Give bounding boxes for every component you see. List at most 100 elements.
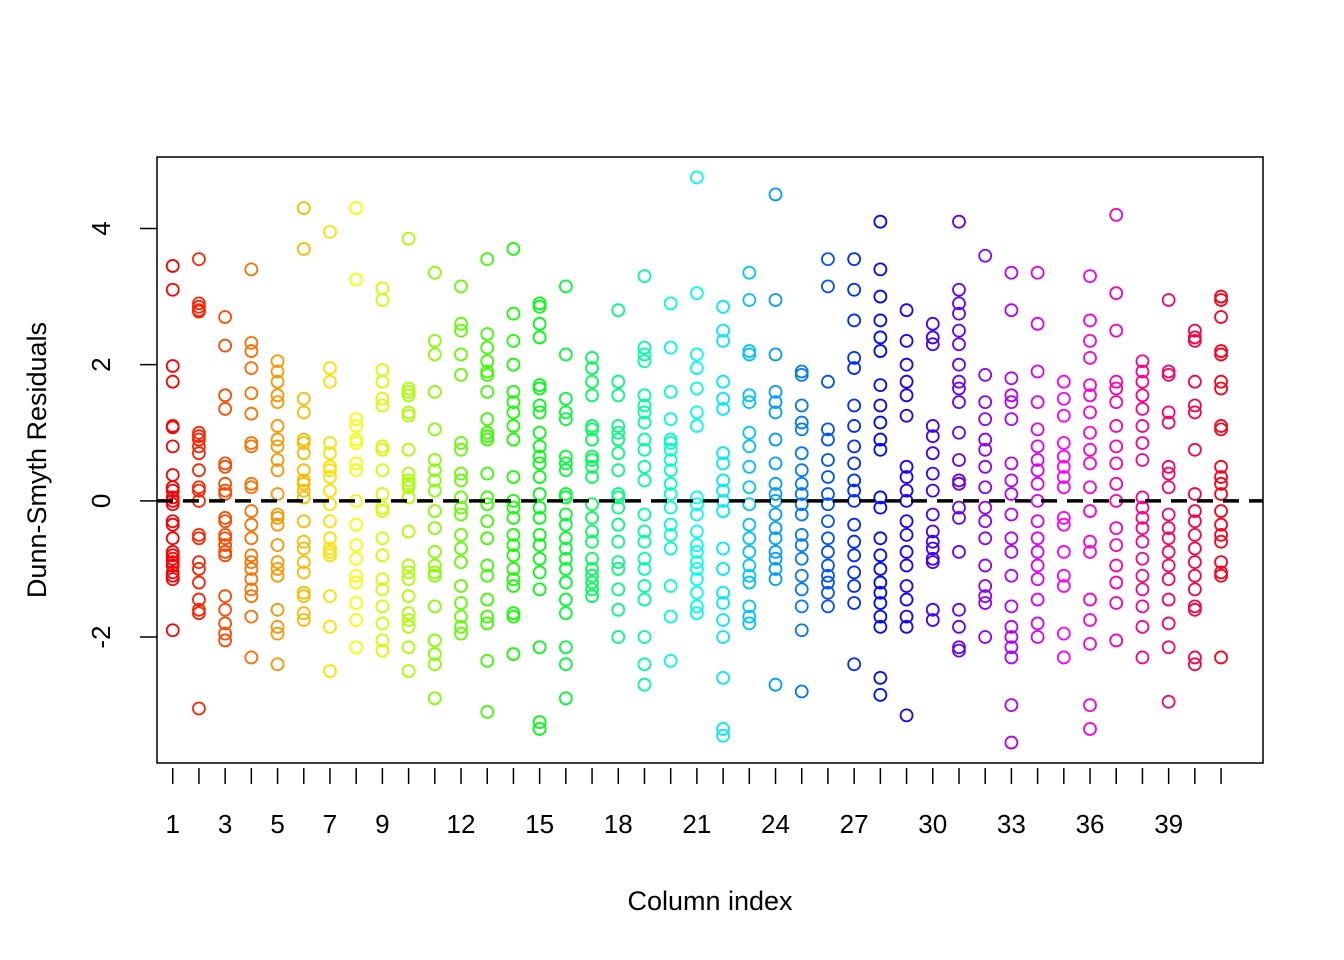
data-point <box>585 432 599 447</box>
data-point <box>218 310 233 324</box>
data-point <box>506 500 521 515</box>
data-point <box>270 439 285 454</box>
data-point <box>192 531 206 546</box>
data-point <box>454 442 468 457</box>
data-point <box>794 582 809 597</box>
data-point <box>244 548 259 563</box>
data-point <box>165 420 180 435</box>
data-point <box>716 504 730 518</box>
data-point <box>427 504 442 518</box>
data-point <box>401 480 416 495</box>
data-point <box>1187 405 1202 420</box>
data-point <box>742 347 757 362</box>
data-point <box>847 282 862 297</box>
x-tick-label: 30 <box>918 809 947 839</box>
data-point <box>925 316 940 331</box>
data-point <box>952 425 966 440</box>
data-point <box>663 541 678 556</box>
data-point <box>821 374 835 389</box>
data-point <box>873 596 888 610</box>
data-point <box>192 555 206 570</box>
data-point <box>558 562 573 576</box>
data-point <box>1004 545 1019 559</box>
data-point <box>663 517 678 532</box>
data-point <box>821 531 835 546</box>
data-point <box>375 500 390 515</box>
y-tick-label: 4 <box>86 221 116 235</box>
data-point <box>1214 289 1228 304</box>
data-point <box>1109 286 1124 301</box>
data-point <box>742 558 757 573</box>
data-point <box>375 616 390 631</box>
data-point <box>480 466 495 481</box>
data-point <box>611 562 626 576</box>
data-point <box>925 429 940 444</box>
data-point <box>532 439 547 454</box>
data-point <box>873 562 888 576</box>
data-point <box>323 514 337 529</box>
data-point <box>768 456 783 471</box>
data-point <box>1187 599 1202 614</box>
data-point <box>768 507 783 522</box>
data-point <box>742 517 757 532</box>
data-point <box>1083 350 1097 365</box>
data-point <box>794 367 809 382</box>
data-point <box>1161 466 1176 481</box>
data-point <box>1214 470 1228 484</box>
data-point <box>454 316 468 331</box>
data-point <box>952 214 966 229</box>
data-point <box>480 558 495 573</box>
data-point <box>611 487 626 501</box>
data-point <box>716 446 730 461</box>
data-point <box>270 538 285 553</box>
data-point <box>794 463 809 478</box>
x-tick-label: 1 <box>165 809 179 839</box>
data-point <box>506 242 521 256</box>
data-point <box>690 490 704 505</box>
data-point <box>873 415 888 430</box>
data-point <box>1004 395 1019 410</box>
data-point <box>427 691 442 706</box>
data-point <box>427 483 442 498</box>
data-point <box>375 504 390 518</box>
data-point <box>1109 323 1124 338</box>
data-point <box>821 514 835 529</box>
data-point <box>296 242 311 256</box>
data-point <box>821 558 835 573</box>
data-point <box>1214 310 1228 324</box>
data-point <box>506 579 521 593</box>
data-point <box>611 463 626 478</box>
data-point <box>296 565 311 580</box>
data-point <box>1161 592 1176 607</box>
data-point <box>611 555 626 570</box>
data-point <box>218 514 233 529</box>
data-point <box>952 510 966 525</box>
data-point <box>663 609 678 624</box>
data-point <box>899 558 914 573</box>
data-point <box>847 579 862 593</box>
data-point <box>611 490 626 505</box>
data-point <box>1004 698 1019 713</box>
data-point <box>663 442 678 457</box>
data-point <box>1109 476 1124 491</box>
data-point <box>978 514 993 529</box>
data-point <box>873 262 888 277</box>
data-point <box>1056 459 1071 474</box>
data-point <box>899 514 914 529</box>
data-point <box>165 282 180 297</box>
data-point <box>506 405 521 420</box>
data-point <box>296 555 311 570</box>
data-point <box>1161 367 1176 382</box>
data-point <box>742 545 757 559</box>
data-point <box>1056 470 1071 484</box>
data-point <box>1135 510 1150 525</box>
data-point <box>558 507 573 522</box>
data-point <box>637 442 652 457</box>
x-tick-label: 3 <box>218 809 232 839</box>
data-point <box>1214 347 1228 362</box>
data-point <box>1109 374 1124 389</box>
data-point <box>899 459 914 474</box>
data-point <box>349 272 364 287</box>
data-point <box>952 337 966 352</box>
data-point <box>899 545 914 559</box>
